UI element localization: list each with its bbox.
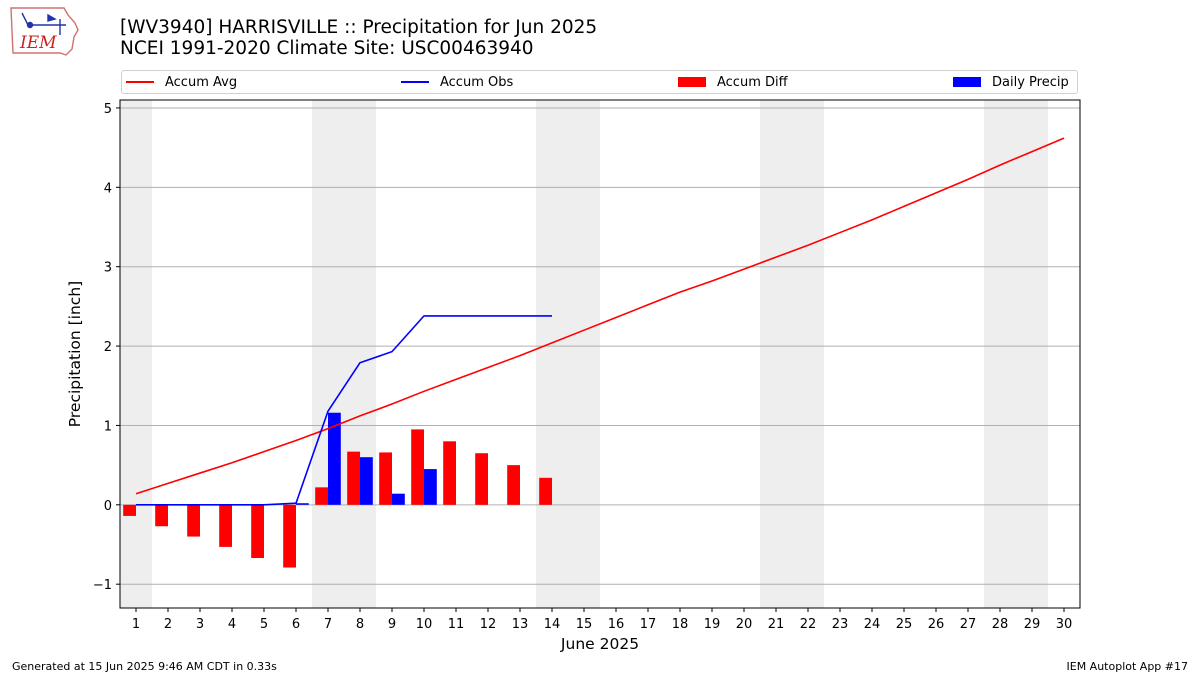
x-tick-label-28: 28	[992, 617, 1009, 632]
x-axis-label: June 2025	[560, 635, 639, 653]
bar-accum-diff-day-11	[443, 441, 456, 505]
x-tick-label-25: 25	[896, 617, 913, 632]
x-tick-label-7: 7	[324, 617, 332, 632]
bar-accum-diff-day-5	[251, 504, 264, 558]
legend-swatch-accum-diff	[678, 77, 706, 87]
bar-daily-precip-day-10	[424, 469, 437, 505]
bar-daily-precip-day-8	[360, 457, 373, 505]
x-tick-label-5: 5	[260, 617, 268, 632]
legend-swatch-accum-avg	[126, 81, 154, 83]
x-tick-label-6: 6	[292, 617, 300, 632]
bar-accum-diff-day-9	[379, 452, 392, 505]
bar-accum-diff-day-8	[347, 451, 360, 505]
y-tick-label-3: 3	[104, 261, 112, 276]
y-tick-label-2: 2	[104, 340, 112, 355]
bar-daily-precip-day-6	[296, 503, 309, 505]
legend-label-daily-precip: Daily Precip	[992, 74, 1069, 90]
chart-title-line1: [WV3940] HARRISVILLE :: Precipitation fo…	[120, 17, 598, 38]
x-tick-label-8: 8	[356, 617, 364, 632]
x-tick-label-1: 1	[132, 617, 140, 632]
bar-daily-precip-day-7	[328, 412, 341, 505]
plot-frame	[119, 99, 1081, 609]
legend-swatch-accum-obs	[401, 81, 429, 83]
iem-logo: IEM	[10, 7, 79, 56]
iowa-outline-shape	[10, 7, 79, 56]
weekend-shade-0	[120, 100, 152, 608]
x-tick-label-15: 15	[576, 617, 593, 632]
legend-label-accum-avg: Accum Avg	[165, 74, 238, 90]
legend-swatch-daily-precip	[953, 77, 981, 87]
x-tick-label-2: 2	[164, 617, 172, 632]
y-tick-label-1: 1	[104, 419, 112, 434]
bar-accum-diff-day-7	[315, 487, 328, 505]
bar-accum-diff-day-10	[411, 429, 424, 505]
legend-entry-accum-avg: Accum Avg	[126, 71, 237, 93]
bar-accum-diff-day-1	[123, 504, 136, 516]
x-tick-label-29: 29	[1024, 617, 1041, 632]
x-tick-label-18: 18	[672, 617, 689, 632]
y-tick-label-5: 5	[104, 102, 112, 117]
y-tick-label--1: −1	[93, 578, 112, 593]
bar-accum-diff-day-13	[507, 465, 520, 505]
weather-station-icon	[21, 12, 66, 35]
legend-entry-daily-precip: Daily Precip	[953, 71, 1069, 93]
footer-generated: Generated at 15 Jun 2025 9:46 AM CDT in …	[12, 660, 277, 673]
bar-daily-precip-day-9	[392, 493, 405, 505]
x-tick-label-4: 4	[228, 617, 236, 632]
x-tick-label-17: 17	[640, 617, 657, 632]
y-axis-label: Precipitation [inch]	[66, 281, 84, 427]
bar-accum-diff-day-4	[219, 504, 232, 547]
weekend-shade-3	[760, 100, 824, 608]
x-tick-label-12: 12	[480, 617, 497, 632]
weekend-shade-2	[536, 100, 600, 608]
x-tick-label-26: 26	[928, 617, 945, 632]
x-tick-label-22: 22	[800, 617, 817, 632]
bar-accum-diff-day-6	[283, 504, 296, 568]
chart-subtitle: NCEI 1991-2020 Climate Site: USC00463940	[120, 38, 534, 59]
bar-accum-diff-day-2	[155, 504, 168, 527]
x-tick-label-11: 11	[448, 617, 465, 632]
legend-label-accum-obs: Accum Obs	[440, 74, 514, 90]
bar-accum-diff-day-12	[475, 453, 488, 505]
legend: Accum Avg Accum Obs Accum Diff Daily Pre…	[121, 70, 1078, 94]
x-tick-label-14: 14	[544, 617, 561, 632]
y-tick-label-4: 4	[104, 181, 112, 196]
weekend-shade-4	[984, 100, 1048, 608]
x-tick-label-16: 16	[608, 617, 625, 632]
x-tick-label-19: 19	[704, 617, 721, 632]
x-tick-label-27: 27	[960, 617, 977, 632]
footer-app: IEM Autoplot App #17	[1066, 660, 1189, 673]
x-tick-label-10: 10	[416, 617, 433, 632]
legend-entry-accum-diff: Accum Diff	[678, 71, 788, 93]
x-tick-label-3: 3	[196, 617, 204, 632]
weekend-shade-1	[312, 100, 376, 608]
x-tick-label-21: 21	[768, 617, 785, 632]
bar-accum-diff-day-3	[187, 504, 200, 537]
line-accum-avg	[135, 137, 1065, 495]
bar-accum-diff-day-14	[539, 477, 552, 505]
logo-text: IEM	[19, 33, 57, 53]
x-tick-label-24: 24	[864, 617, 881, 632]
x-tick-label-30: 30	[1056, 617, 1073, 632]
y-tick-label-0: 0	[104, 499, 112, 514]
x-tick-label-9: 9	[388, 617, 396, 632]
legend-label-accum-diff: Accum Diff	[717, 74, 788, 90]
x-tick-label-13: 13	[512, 617, 529, 632]
x-tick-label-20: 20	[736, 617, 753, 632]
chart-title: [WV3940] HARRISVILLE :: Precipitation fo…	[120, 17, 597, 59]
x-tick-label-23: 23	[832, 617, 849, 632]
line-accum-obs	[136, 315, 552, 506]
legend-entry-accum-obs: Accum Obs	[401, 71, 513, 93]
